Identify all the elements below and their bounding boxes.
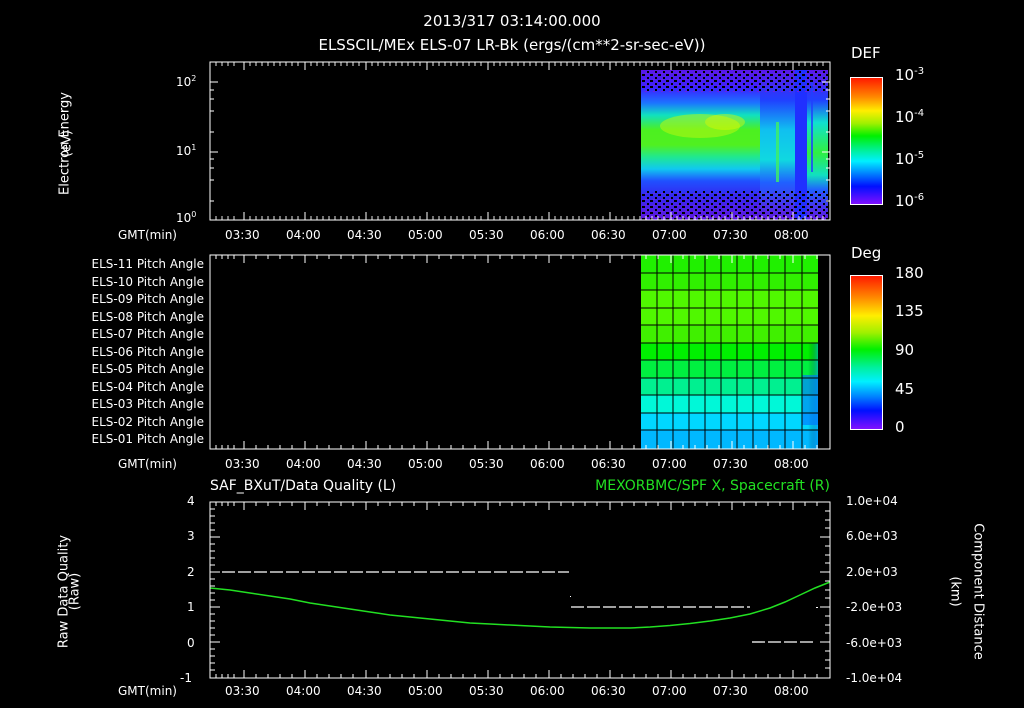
xtick: 03:30	[225, 684, 260, 698]
xtick: 06:00	[530, 228, 565, 242]
row-label: ELS-08 Pitch Angle	[91, 310, 204, 324]
panel1-ytick-10: 101	[176, 143, 197, 158]
xtick: 03:30	[225, 457, 260, 471]
xtick: 07:00	[652, 457, 687, 471]
panel3-title-right: MEXORBMC/SPF X, Spacecraft (R)	[595, 478, 830, 494]
xtick: 08:00	[774, 684, 809, 698]
colorbar2-tick: 135	[895, 302, 924, 320]
xtick: 04:30	[347, 457, 382, 471]
ytick: 0	[187, 636, 195, 650]
xtick: 06:00	[530, 457, 565, 471]
deg-colorbar	[850, 275, 883, 430]
colorbar2-label: Deg	[851, 244, 882, 262]
ytick-right: -6.0e+03	[846, 636, 903, 650]
plot-timestamp: 2013/317 03:14:00.000	[423, 12, 601, 30]
xtick: 05:00	[408, 684, 443, 698]
xtick: 05:30	[469, 684, 504, 698]
colorbar2-tick: 45	[895, 380, 915, 398]
colorbar1-label: DEF	[851, 44, 881, 62]
ytick-right: 6.0e+03	[846, 529, 898, 543]
xtick: 04:00	[286, 457, 321, 471]
ytick: 2	[187, 565, 195, 579]
panel1-xlabel: GMT(min)	[118, 228, 177, 242]
ytick: 4	[187, 494, 195, 508]
ytick-right: -2.0e+03	[846, 600, 903, 614]
row-label: ELS-02 Pitch Angle	[91, 415, 204, 429]
colorbar2-tick: 90	[895, 341, 915, 359]
xtick: 07:30	[713, 228, 748, 242]
row-label: ELS-09 Pitch Angle	[91, 292, 204, 306]
xtick: 04:00	[286, 228, 321, 242]
row-label: ELS-01 Pitch Angle	[91, 432, 204, 446]
panel1-ylabel-units: (eV)	[60, 114, 75, 174]
xtick: 08:00	[774, 228, 809, 242]
xtick: 05:00	[408, 457, 443, 471]
pitch-angle-plot	[209, 254, 831, 450]
xtick: 03:30	[225, 228, 260, 242]
ytick-right: 2.0e+03	[846, 565, 898, 579]
xtick: 06:30	[591, 684, 626, 698]
panel3-ylabel-left-units: (Raw)	[67, 572, 83, 611]
data-quality-plot	[209, 501, 831, 679]
row-label: ELS-04 Pitch Angle	[91, 380, 204, 394]
xtick: 05:00	[408, 228, 443, 242]
xtick: 05:30	[469, 228, 504, 242]
xtick: 06:30	[591, 457, 626, 471]
xtick: 07:00	[652, 684, 687, 698]
row-label: ELS-03 Pitch Angle	[91, 397, 204, 411]
colorbar1-tick: 10-6	[895, 192, 925, 210]
plot-subtitle: ELSSCIL/MEx ELS-07 LR-Bk (ergs/(cm**2-sr…	[318, 36, 706, 54]
ytick: -1	[180, 671, 192, 685]
xtick: 08:00	[774, 457, 809, 471]
xtick: 04:30	[347, 684, 382, 698]
row-label: ELS-07 Pitch Angle	[91, 327, 204, 341]
xtick: 07:30	[713, 457, 748, 471]
row-label: ELS-11 Pitch Angle	[91, 257, 204, 271]
xtick: 04:30	[347, 228, 382, 242]
panel1-ylabel-units-text: (eV)	[59, 129, 75, 158]
panel1-ytick-100: 102	[176, 74, 197, 89]
panel2-xlabel: GMT(min)	[118, 457, 177, 471]
row-label: ELS-06 Pitch Angle	[91, 345, 204, 359]
xtick: 07:00	[652, 228, 687, 242]
energy-spectrogram-plot	[209, 61, 831, 221]
ytick: 3	[187, 529, 195, 543]
panel3-ylabel-right-units: (km)	[947, 576, 963, 607]
xtick: 06:00	[530, 684, 565, 698]
xtick: 07:30	[713, 684, 748, 698]
colorbar1-tick: 10-3	[895, 66, 925, 84]
row-label: ELS-05 Pitch Angle	[91, 362, 204, 376]
panel3-title-left: SAF_BXuT/Data Quality (L)	[210, 478, 397, 494]
ytick-right: -1.0e+04	[846, 671, 903, 685]
colorbar1-tick: 10-4	[895, 108, 925, 126]
xtick: 05:30	[469, 457, 504, 471]
xtick: 06:30	[591, 228, 626, 242]
xtick: 04:00	[286, 684, 321, 698]
spf-x-line	[209, 581, 831, 629]
row-label: ELS-10 Pitch Angle	[91, 275, 204, 289]
panel1-ytick-1: 100	[176, 210, 197, 225]
ytick-right: 1.0e+04	[846, 494, 898, 508]
colorbar2-tick: 0	[895, 418, 905, 436]
panel3-ylabel-right: Component Distance	[970, 523, 986, 660]
panel3-xlabel: GMT(min)	[118, 684, 177, 698]
ytick: 1	[187, 600, 195, 614]
def-colorbar	[850, 77, 883, 205]
colorbar2-tick: 180	[895, 264, 924, 282]
colorbar1-tick: 10-5	[895, 150, 925, 168]
